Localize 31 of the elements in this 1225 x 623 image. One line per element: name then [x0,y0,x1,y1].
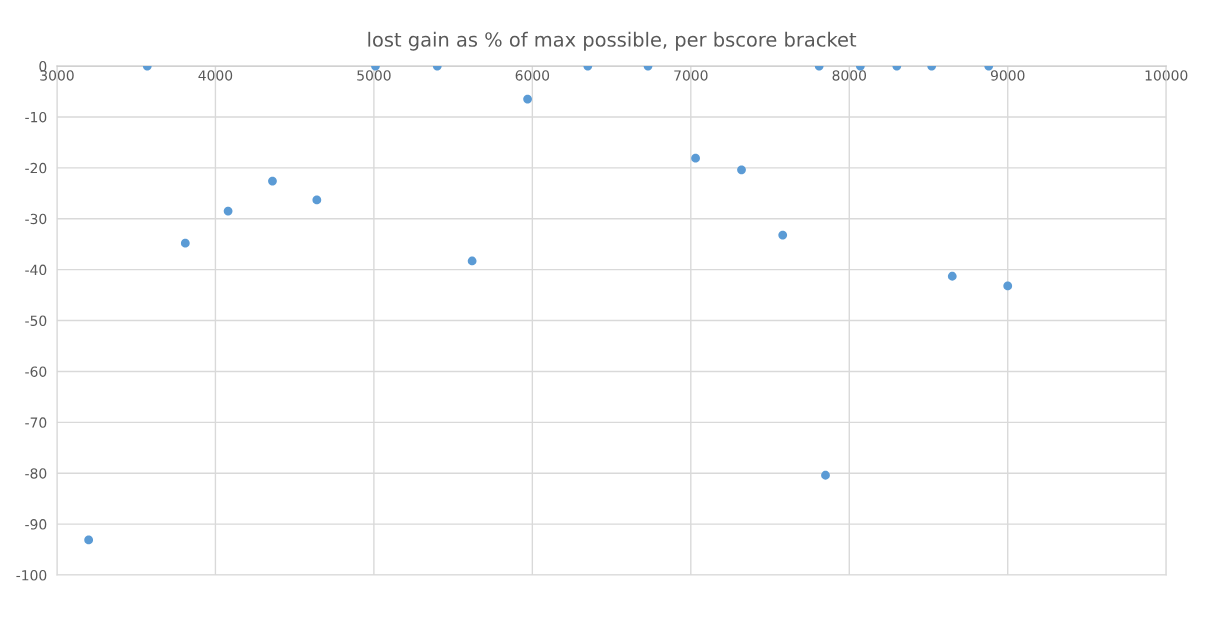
y-tick-label: -90 [25,519,47,530]
point [778,230,788,240]
point [467,256,477,266]
x-tick-label: 7000 [674,70,708,81]
point [737,165,746,175]
point [523,94,532,104]
x-tick-label: 3000 [40,70,74,81]
point [1003,281,1013,291]
y-tick-label: -70 [25,417,47,428]
y-tick-label: -50 [25,315,47,327]
point [691,153,700,163]
y-tick-label: -80 [25,468,47,479]
y-tick-label: -60 [25,366,47,377]
x-tick-label: 6000 [515,70,550,81]
y-tick-label: -100 [16,570,47,581]
x-tick-label: 8000 [832,70,867,81]
point [223,206,233,216]
y-tick-label: -30 [25,213,47,225]
point [312,195,322,205]
y-tick-label: -20 [25,162,47,174]
x-tick-label: 10000 [1145,70,1188,81]
chart-title: lost gain as % of max possible, per bscore bracket [368,31,857,51]
x-tick-label: 4000 [198,70,233,81]
point [268,176,277,186]
x-tick-label: 9000 [990,70,1025,81]
x-tick-label: 5000 [357,70,391,81]
y-tick-label: -40 [25,264,47,276]
point [180,238,190,248]
y-tick-label: 0 [39,61,47,72]
point [947,271,957,281]
y-tick-label: -10 [25,111,47,123]
